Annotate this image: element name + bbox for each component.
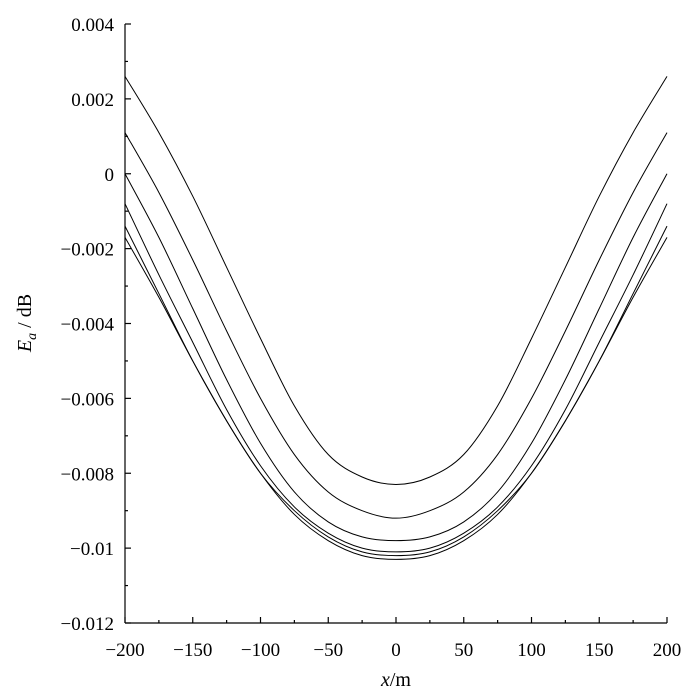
series-line-5: [124, 225, 668, 557]
axes-layer: [124, 24, 667, 624]
y-tick-label: −0.006: [61, 389, 114, 410]
x-tick-label: −200: [105, 640, 144, 661]
series-line-2: [124, 132, 668, 519]
x-tick-layer: −200 −150 −100 −50 0 50 100 150 200: [105, 617, 681, 661]
x-tick-label: 150: [585, 640, 614, 661]
series-line-4: [124, 203, 668, 553]
y-axis-label-var: E: [14, 340, 36, 353]
series-line-3: [124, 173, 668, 542]
x-tick-label: −50: [313, 640, 343, 661]
x-axis-label-unit: /m: [390, 669, 412, 691]
x-axis-label-var: x: [380, 669, 390, 691]
x-tick-label: −100: [241, 640, 280, 661]
x-tick-label: −150: [173, 640, 212, 661]
y-tick-label: 0.004: [71, 15, 114, 36]
y-tick-layer: 0.004 0.002 0 −0.002 −0.004 −0.006 −0.008 −0.01…: [61, 15, 131, 635]
y-axis-label-unit: / dB: [14, 294, 36, 333]
x-tick-label: 100: [517, 640, 546, 661]
series-line-6: [124, 237, 668, 560]
y-tick-label: 0.002: [71, 90, 114, 111]
series-layer: [124, 76, 668, 560]
x-tick-label: 0: [391, 640, 401, 661]
y-tick-label: −0.012: [61, 614, 114, 635]
y-tick-label: 0: [105, 165, 115, 186]
y-tick-label: −0.004: [61, 315, 115, 336]
y-tick-label: −0.008: [61, 464, 114, 485]
x-axis-label: x/m: [380, 669, 411, 691]
series-line-1: [124, 76, 668, 485]
x-tick-label: 200: [653, 640, 682, 661]
y-tick-label: −0.01: [70, 539, 114, 560]
y-axis-label: Ea / dB: [14, 294, 40, 353]
y-axis-label-sub: a: [25, 333, 40, 340]
x-tick-label: 50: [454, 640, 473, 661]
y-tick-label: −0.002: [61, 240, 114, 261]
